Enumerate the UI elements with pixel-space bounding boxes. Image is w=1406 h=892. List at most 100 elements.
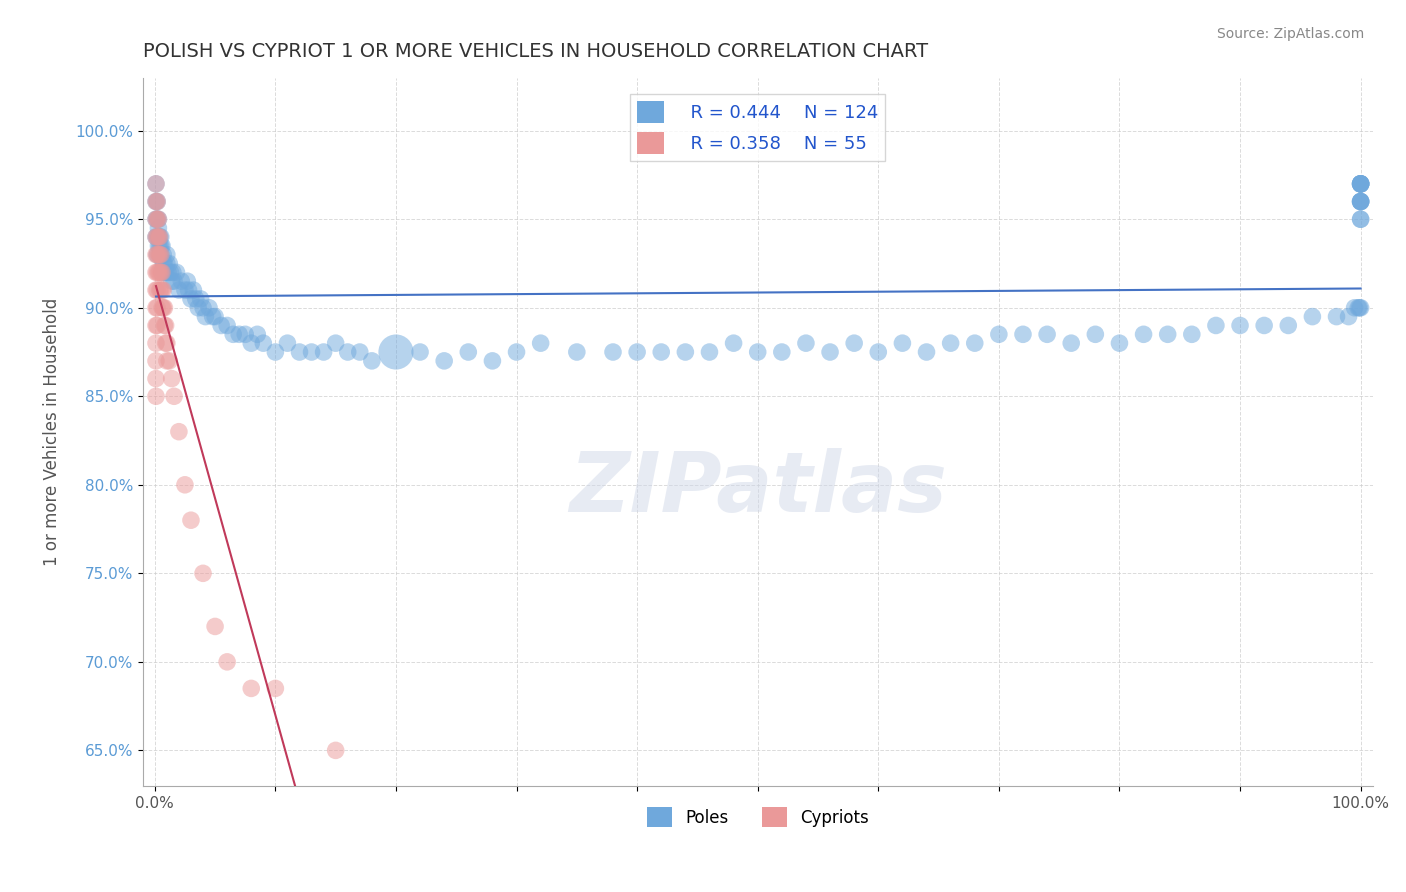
Point bbox=[145, 177, 167, 191]
Point bbox=[1350, 301, 1372, 315]
Point bbox=[148, 230, 170, 244]
Point bbox=[844, 336, 866, 351]
Point bbox=[146, 194, 169, 209]
Point bbox=[145, 301, 167, 315]
Point bbox=[146, 230, 169, 244]
Point bbox=[153, 265, 176, 279]
Point bbox=[1229, 318, 1251, 333]
Point bbox=[673, 345, 696, 359]
Point bbox=[1326, 310, 1348, 324]
Point bbox=[1301, 310, 1323, 324]
Point bbox=[148, 221, 170, 235]
Point bbox=[385, 345, 408, 359]
Point bbox=[159, 265, 181, 279]
Point bbox=[145, 230, 167, 244]
Point bbox=[146, 247, 169, 261]
Point bbox=[264, 681, 287, 696]
Point bbox=[152, 301, 174, 315]
Point bbox=[145, 194, 167, 209]
Point bbox=[246, 327, 269, 342]
Point bbox=[191, 301, 214, 315]
Point bbox=[177, 283, 200, 297]
Point bbox=[180, 292, 202, 306]
Point bbox=[939, 336, 962, 351]
Point bbox=[153, 318, 176, 333]
Point bbox=[149, 283, 172, 297]
Point bbox=[166, 265, 188, 279]
Point bbox=[191, 566, 214, 581]
Point bbox=[1132, 327, 1154, 342]
Point bbox=[146, 194, 169, 209]
Point bbox=[146, 247, 169, 261]
Point bbox=[433, 354, 456, 368]
Point bbox=[770, 345, 793, 359]
Point bbox=[146, 283, 169, 297]
Point bbox=[252, 336, 274, 351]
Point bbox=[209, 318, 232, 333]
Point bbox=[148, 265, 170, 279]
Point bbox=[183, 283, 205, 297]
Point bbox=[149, 247, 172, 261]
Point bbox=[145, 230, 167, 244]
Point bbox=[1348, 301, 1371, 315]
Point bbox=[1350, 177, 1372, 191]
Point bbox=[148, 212, 170, 227]
Point bbox=[228, 327, 250, 342]
Point bbox=[146, 212, 169, 227]
Point bbox=[565, 345, 588, 359]
Point bbox=[157, 354, 180, 368]
Point bbox=[868, 345, 890, 359]
Point bbox=[145, 389, 167, 403]
Point bbox=[1277, 318, 1299, 333]
Point bbox=[626, 345, 648, 359]
Point bbox=[190, 292, 212, 306]
Point bbox=[198, 301, 221, 315]
Point bbox=[312, 345, 335, 359]
Point bbox=[163, 274, 186, 288]
Point bbox=[264, 345, 287, 359]
Point bbox=[336, 345, 359, 359]
Point bbox=[1350, 177, 1372, 191]
Point bbox=[148, 239, 170, 253]
Point bbox=[1350, 177, 1372, 191]
Point bbox=[150, 301, 173, 315]
Point bbox=[145, 212, 167, 227]
Point bbox=[145, 354, 167, 368]
Point bbox=[457, 345, 479, 359]
Point bbox=[325, 743, 347, 757]
Point bbox=[217, 655, 239, 669]
Point bbox=[201, 310, 224, 324]
Point bbox=[1350, 177, 1372, 191]
Point bbox=[222, 327, 245, 342]
Point bbox=[146, 230, 169, 244]
Point bbox=[409, 345, 432, 359]
Point bbox=[149, 247, 172, 261]
Point bbox=[288, 345, 311, 359]
Point bbox=[145, 265, 167, 279]
Point bbox=[160, 371, 183, 385]
Point bbox=[1350, 177, 1372, 191]
Point bbox=[1036, 327, 1059, 342]
Point bbox=[915, 345, 938, 359]
Point bbox=[146, 318, 169, 333]
Point bbox=[149, 230, 172, 244]
Point bbox=[963, 336, 986, 351]
Point bbox=[699, 345, 721, 359]
Point bbox=[530, 336, 553, 351]
Legend: Poles, Cypriots: Poles, Cypriots bbox=[640, 800, 876, 834]
Point bbox=[156, 247, 179, 261]
Point bbox=[152, 283, 174, 297]
Point bbox=[155, 265, 177, 279]
Point bbox=[149, 239, 172, 253]
Point bbox=[1350, 177, 1372, 191]
Text: POLISH VS CYPRIOT 1 OR MORE VEHICLES IN HOUSEHOLD CORRELATION CHART: POLISH VS CYPRIOT 1 OR MORE VEHICLES IN … bbox=[143, 42, 928, 61]
Point bbox=[149, 247, 172, 261]
Text: ZIPatlas: ZIPatlas bbox=[569, 448, 946, 529]
Point bbox=[155, 336, 177, 351]
Point bbox=[233, 327, 256, 342]
Point bbox=[1350, 194, 1372, 209]
Point bbox=[145, 283, 167, 297]
Point bbox=[150, 283, 173, 297]
Point bbox=[145, 318, 167, 333]
Point bbox=[204, 310, 226, 324]
